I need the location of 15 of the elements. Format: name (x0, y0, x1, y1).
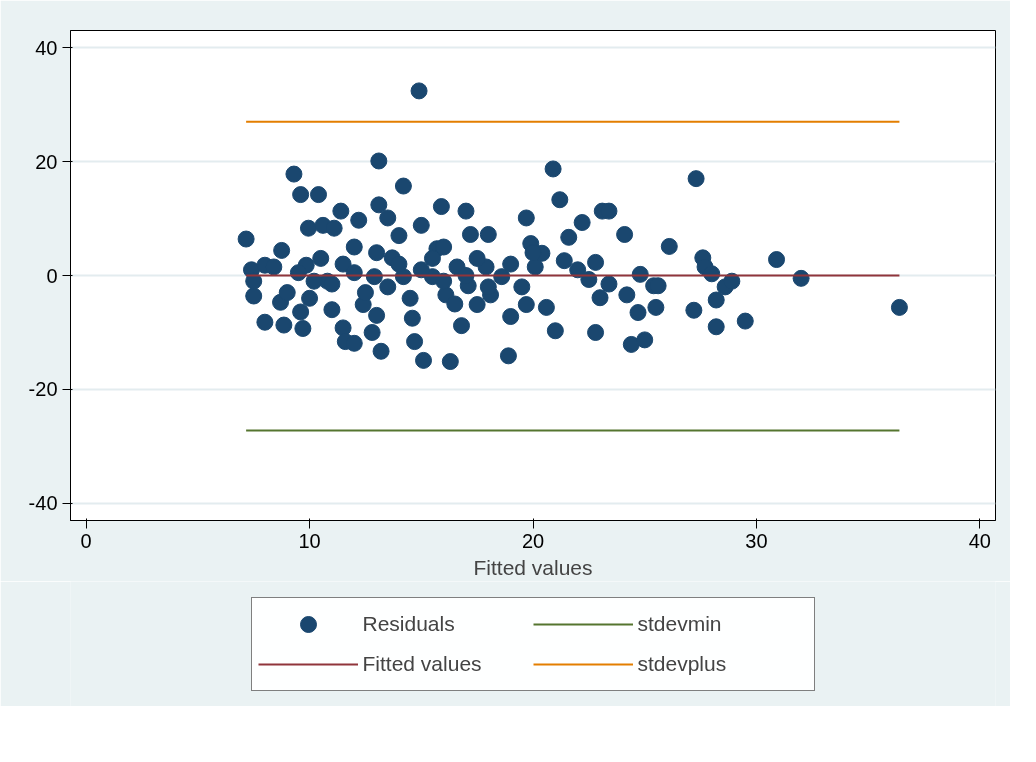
legend-label: stdevmin (637, 611, 723, 636)
y-tick-label: 20 (35, 150, 58, 173)
legend-label: Residuals (362, 611, 456, 636)
x-tick-label: 0 (80, 529, 92, 552)
y-tick-label: 0 (46, 264, 58, 287)
legend-label: Fitted values (362, 651, 483, 676)
x-tick-label: 20 (521, 529, 545, 552)
x-axis-title: Fitted values (473, 555, 593, 579)
y-tick-label: -20 (28, 378, 58, 401)
legend-label: stdevplus (637, 651, 728, 676)
y-tick-label: 40 (35, 36, 58, 59)
y-tick-label: -40 (28, 492, 58, 515)
x-tick-label: 10 (298, 529, 321, 552)
x-tick-label: 30 (745, 529, 768, 552)
x-tick-label: 40 (968, 529, 991, 552)
